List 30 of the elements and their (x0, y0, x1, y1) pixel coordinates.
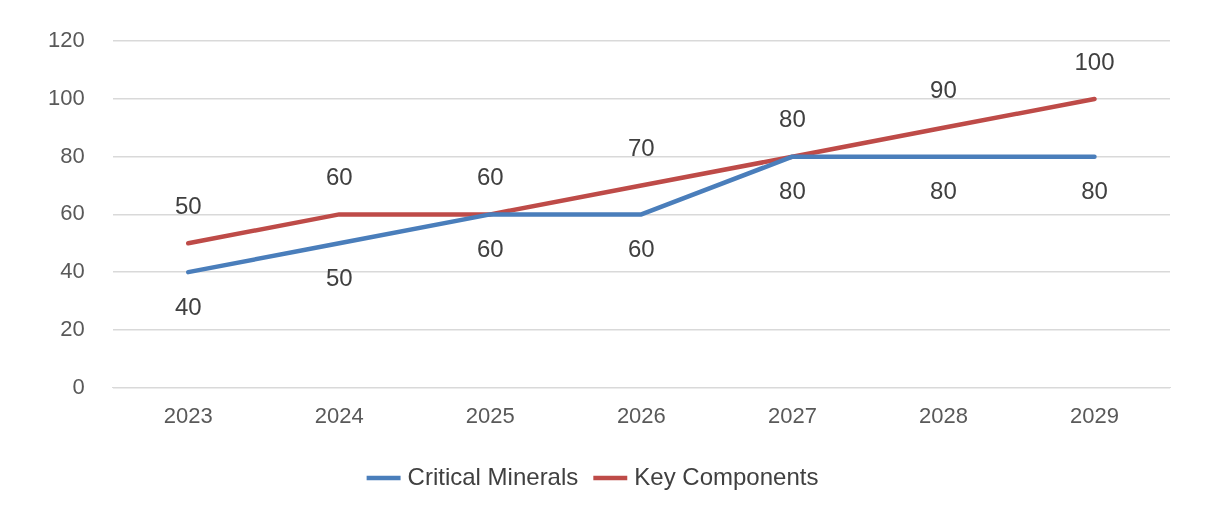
y-tick-label: 20 (60, 315, 85, 341)
data-label: 60 (325, 163, 353, 191)
data-label: 60 (476, 163, 504, 191)
legend-label: Key Components (634, 462, 819, 490)
data-label: 70 (628, 134, 655, 162)
x-tick-label: 2028 (918, 402, 968, 428)
x-tick-label: 2026 (616, 402, 666, 428)
data-label: 80 (1081, 177, 1108, 205)
data-label: 80 (930, 177, 957, 205)
y-tick-label: 80 (60, 142, 85, 168)
data-label: 40 (174, 292, 202, 320)
legend-label: Critical Minerals (407, 462, 579, 490)
y-tick-label: 120 (47, 27, 85, 53)
data-label: 60 (628, 235, 655, 263)
data-label: 80 (779, 177, 806, 205)
y-tick-label: 100 (47, 85, 85, 110)
x-tick-label: 2025 (465, 402, 515, 428)
x-tick-label: 2024 (314, 402, 364, 428)
data-label: 60 (476, 235, 504, 263)
data-label: 80 (779, 105, 806, 133)
data-label: 100 (1074, 47, 1115, 75)
data-label: 90 (930, 76, 957, 104)
y-tick-label: 60 (60, 200, 85, 226)
data-label: 50 (174, 191, 202, 219)
x-tick-label: 2023 (163, 402, 213, 428)
y-tick-label: 0 (72, 373, 85, 399)
data-label: 50 (325, 263, 353, 291)
x-tick-label: 2029 (1070, 402, 1119, 428)
x-tick-label: 2027 (767, 402, 817, 428)
y-tick-label: 40 (60, 258, 85, 284)
